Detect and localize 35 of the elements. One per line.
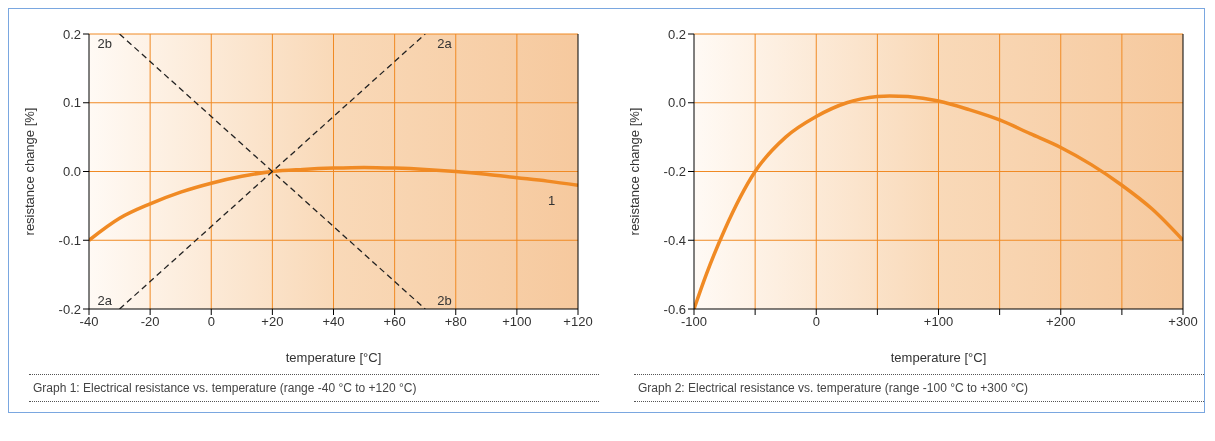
series-label: 2b bbox=[97, 36, 113, 51]
x-tick-label: +100 bbox=[923, 314, 954, 330]
caption: Graph 1: Electrical resistance vs. temperature (range -40 °C to +120 °C) bbox=[29, 374, 599, 402]
x-tick-label: +60 bbox=[383, 314, 406, 330]
caption: Graph 2: Electrical resistance vs. temperature (range -100 °C to +300 °C) bbox=[634, 374, 1204, 402]
x-tick-label: -20 bbox=[140, 314, 160, 330]
y-tick-label: -0.2 bbox=[58, 301, 81, 317]
x-tick-label: +120 bbox=[563, 314, 593, 330]
x-tick-label: +20 bbox=[261, 314, 284, 330]
y-axis-title: resistance change [%] bbox=[21, 107, 37, 236]
x-tick-label: 0 bbox=[207, 314, 215, 330]
series-label: 2a bbox=[97, 293, 113, 308]
x-tick-label: +200 bbox=[1046, 314, 1076, 330]
x-axis-title: temperature [°C] bbox=[285, 350, 382, 365]
y-tick-label: -0.1 bbox=[58, 232, 81, 248]
y-tick-label: -0.2 bbox=[663, 164, 686, 180]
y-tick-label: 0.0 bbox=[667, 95, 686, 111]
x-tick-label: +80 bbox=[444, 314, 467, 330]
x-tick-label: +40 bbox=[322, 314, 345, 330]
y-tick-label: -0.6 bbox=[663, 301, 686, 317]
x-tick-label: +300 bbox=[1168, 314, 1198, 330]
y-tick-label: 0.2 bbox=[667, 26, 686, 42]
y-tick-label: 0.0 bbox=[62, 164, 81, 180]
y-tick-label: 0.2 bbox=[62, 26, 81, 42]
x-tick-label: -100 bbox=[680, 314, 708, 330]
x-tick-label: -40 bbox=[79, 314, 99, 330]
text: 2b bbox=[437, 293, 452, 308]
y-tick-label: 0.1 bbox=[62, 95, 81, 111]
y-axis-title: resistance change [%] bbox=[626, 107, 642, 236]
x-tick-label: +100 bbox=[502, 314, 532, 330]
x-tick-label: 0 bbox=[812, 314, 820, 330]
y-tick-label: -0.4 bbox=[663, 232, 686, 248]
series-label: 1 bbox=[548, 193, 556, 209]
text: 2a bbox=[437, 36, 452, 51]
x-axis-title: temperature [°C] bbox=[890, 350, 987, 365]
